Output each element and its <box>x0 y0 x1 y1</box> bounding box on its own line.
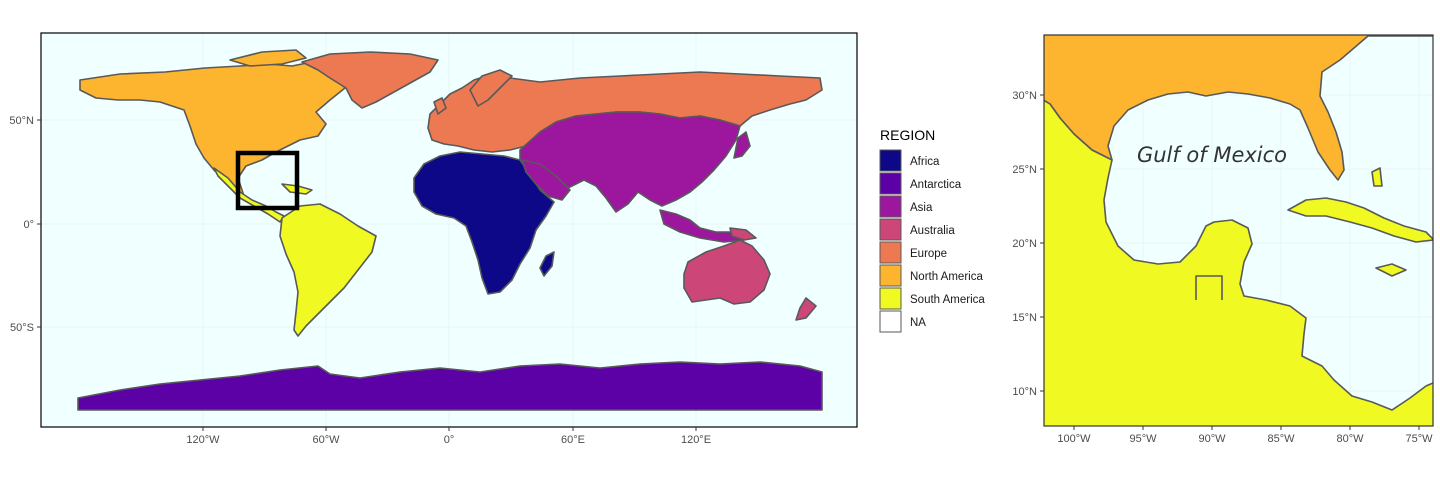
inset-map-panel: Gulf of Mexico 100°W 95°W 90°W 85°W 80°W… <box>1012 34 1434 445</box>
y-tick-label: 50°N <box>9 115 34 127</box>
legend-swatch <box>879 241 902 264</box>
legend-swatch <box>879 287 902 310</box>
gulf-of-mexico-label: Gulf of Mexico <box>1137 143 1287 167</box>
legend-label: NA <box>910 317 926 329</box>
region-africa <box>413 151 555 295</box>
x-tick-label: 120°E <box>681 434 711 446</box>
legend-label: Africa <box>910 156 940 168</box>
legend-swatch <box>879 195 902 218</box>
region-south-america <box>279 203 377 337</box>
inset-x-tick-label: 90°W <box>1198 433 1226 445</box>
legend-items: Africa Antarctica Asia Australia Europe North… <box>879 149 985 333</box>
inset-y-tick-label: 15°N <box>1012 312 1037 324</box>
x-tick-label: 60°W <box>312 434 340 446</box>
inset-map-frame <box>1043 34 1434 427</box>
legend-label: South America <box>910 294 985 306</box>
region-scandinavia <box>469 69 513 107</box>
region-greenland <box>301 51 439 109</box>
legend-label: Australia <box>910 225 955 237</box>
region-north-america <box>79 61 346 197</box>
region-arctic-islands <box>229 49 307 67</box>
inset-region-cuba <box>1287 197 1433 243</box>
region-antarctica <box>77 361 823 411</box>
region-new-guinea <box>729 227 757 241</box>
inset-x-tick-label: 75°W <box>1405 433 1433 445</box>
legend-swatch <box>879 310 902 333</box>
region-madagascar <box>539 251 555 277</box>
region-british-isles <box>433 97 447 115</box>
inset-x-tick-label: 80°W <box>1336 433 1364 445</box>
inset-y-axis <box>1040 94 1044 392</box>
legend-swatch <box>879 149 902 172</box>
inset-y-tick-label: 20°N <box>1012 238 1037 250</box>
region-japan <box>733 131 751 159</box>
legend-swatch <box>879 172 902 195</box>
legend: REGION Africa Antarctica Asia Australia Euro… <box>879 127 985 333</box>
inset-y-tick-label: 10°N <box>1012 386 1037 398</box>
inset-x-axis <box>1073 426 1420 430</box>
legend-label: Antarctica <box>910 179 962 191</box>
legend-label: Europe <box>910 248 947 260</box>
inset-x-tick-label: 95°W <box>1129 433 1157 445</box>
inset-extent-box <box>235 150 300 211</box>
inset-y-tick-label: 25°N <box>1012 164 1037 176</box>
world-map-panel: 120°W 60°W 0° 60°E 120°E 50°N 0° 50°S <box>9 32 858 446</box>
inset-region-jamaica <box>1375 263 1407 277</box>
legend-title: REGION <box>880 127 935 143</box>
region-australia <box>683 239 771 305</box>
inset-x-tick-label: 85°W <box>1267 433 1295 445</box>
legend-swatch <box>879 264 902 287</box>
inset-region-bahamas <box>1371 167 1383 187</box>
x-tick-label: 0° <box>444 434 455 446</box>
y-tick-label: 0° <box>23 219 34 231</box>
world-map-y-axis <box>37 119 41 328</box>
inset-country-borders <box>1195 275 1223 300</box>
y-tick-label: 50°S <box>10 322 34 334</box>
legend-swatch <box>879 218 902 241</box>
world-map-x-axis <box>202 427 697 431</box>
x-tick-label: 120°W <box>186 434 220 446</box>
inset-x-tick-label: 100°W <box>1057 433 1091 445</box>
legend-label: North America <box>910 271 983 283</box>
inset-region-mexico-central-america <box>1044 99 1433 426</box>
legend-label: Asia <box>910 202 933 214</box>
inset-y-tick-label: 30°N <box>1012 90 1037 102</box>
x-tick-label: 60°E <box>561 434 585 446</box>
region-new-zealand <box>795 297 817 321</box>
region-arabia <box>521 159 571 201</box>
